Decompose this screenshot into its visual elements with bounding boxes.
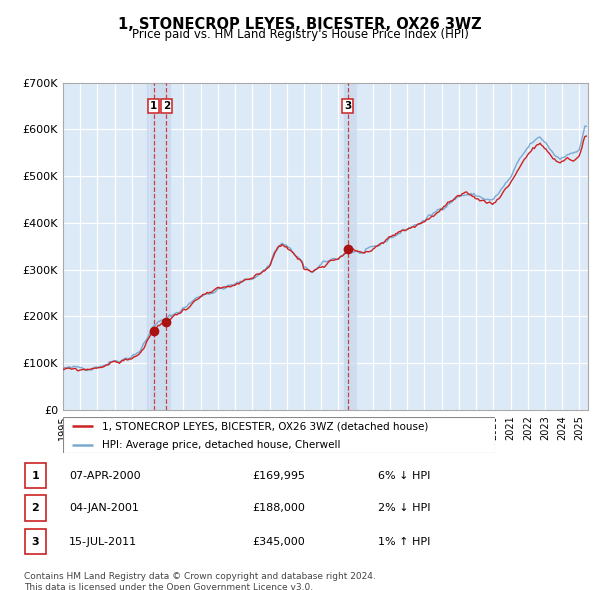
Text: 15-JUL-2011: 15-JUL-2011: [69, 537, 137, 546]
Text: 2: 2: [32, 503, 39, 513]
Text: 2% ↓ HPI: 2% ↓ HPI: [378, 503, 431, 513]
Text: 1, STONECROP LEYES, BICESTER, OX26 3WZ: 1, STONECROP LEYES, BICESTER, OX26 3WZ: [118, 17, 482, 31]
Text: 6% ↓ HPI: 6% ↓ HPI: [378, 471, 430, 480]
Text: 1: 1: [150, 101, 157, 111]
Text: £188,000: £188,000: [252, 503, 305, 513]
Text: 2: 2: [163, 101, 170, 111]
Text: HPI: Average price, detached house, Cherwell: HPI: Average price, detached house, Cher…: [102, 440, 340, 450]
Text: 1% ↑ HPI: 1% ↑ HPI: [378, 537, 430, 546]
Text: Price paid vs. HM Land Registry's House Price Index (HPI): Price paid vs. HM Land Registry's House …: [131, 28, 469, 41]
Text: 07-APR-2000: 07-APR-2000: [69, 471, 140, 480]
Text: 04-JAN-2001: 04-JAN-2001: [69, 503, 139, 513]
Text: £345,000: £345,000: [252, 537, 305, 546]
Bar: [344, 83, 356, 410]
Bar: [148, 83, 170, 410]
Text: 1, STONECROP LEYES, BICESTER, OX26 3WZ (detached house): 1, STONECROP LEYES, BICESTER, OX26 3WZ (…: [102, 421, 428, 431]
Text: 3: 3: [32, 537, 39, 546]
Text: Contains HM Land Registry data © Crown copyright and database right 2024.
This d: Contains HM Land Registry data © Crown c…: [24, 572, 376, 590]
Text: 1: 1: [32, 471, 39, 480]
Text: 3: 3: [344, 101, 352, 111]
Text: £169,995: £169,995: [252, 471, 305, 480]
